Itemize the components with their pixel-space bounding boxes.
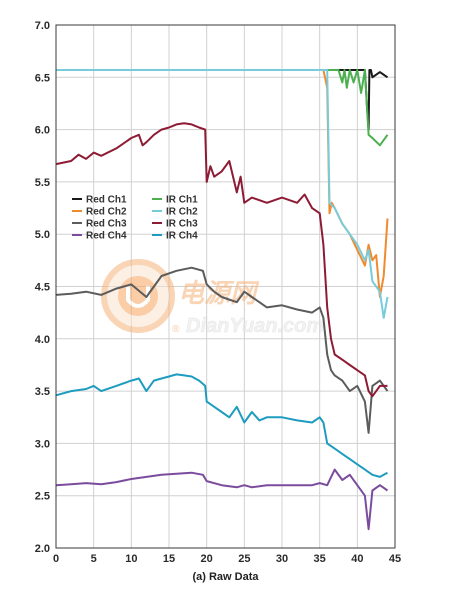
legend-label: Red Ch1 (86, 195, 127, 206)
y-tick-label: 2.5 (35, 491, 50, 503)
legend-label: IR Ch3 (166, 219, 198, 230)
x-tick-label: 30 (276, 553, 288, 565)
series-line-ir-ch3 (55, 122, 388, 398)
x-axis-label: (a) Raw Data (192, 571, 259, 583)
series-line-ir-ch2 (56, 69, 389, 319)
legend-label: Red Ch2 (86, 207, 127, 218)
watermark-logo (101, 259, 175, 333)
plot-frame (55, 24, 396, 549)
x-tick-label: 20 (201, 553, 213, 565)
y-tick-label: 4.5 (35, 282, 50, 294)
series-line-red-ch3 (55, 266, 389, 434)
legend-label: Red Ch3 (86, 219, 127, 230)
y-tick-label: 2.0 (35, 543, 50, 555)
x-tick-label: 35 (314, 553, 326, 565)
series-line-red-ch4 (55, 468, 389, 531)
series-line-ir-ch1 (56, 69, 389, 147)
x-tick-label: 10 (125, 553, 137, 565)
x-tick-label: 45 (389, 553, 401, 565)
y-tick-label: 6.5 (35, 72, 50, 84)
watermark-en-text: DianYuan.com (186, 315, 324, 337)
y-tick-label: 7.0 (35, 20, 50, 32)
legend-label: IR Ch4 (166, 231, 198, 242)
y-tick-label: 5.5 (35, 177, 50, 189)
legend-label: IR Ch2 (166, 207, 198, 218)
x-tick-label: 40 (351, 553, 363, 565)
watermark-registered-mark: ® (172, 324, 180, 335)
x-tick-label: 0 (53, 553, 59, 565)
series-line-ir-ch4 (55, 373, 388, 478)
series-group (55, 69, 389, 531)
y-tick-label: 5.0 (35, 229, 50, 241)
tick-labels: 0 5 10 15 20 25 30 35 40 45 2.0 2.5 3.0 3.5 4.0 4.5 5.0 5… (35, 20, 401, 565)
watermark: 电源网 ® DianYuan.com (101, 259, 324, 337)
y-tick-label: 6.0 (35, 125, 50, 137)
legend-label: IR Ch1 (166, 195, 198, 206)
x-tick-label: 25 (238, 553, 250, 565)
y-tick-label: 4.0 (35, 334, 50, 346)
x-tick-label: 5 (91, 553, 97, 565)
y-tick-label: 3.0 (35, 438, 50, 450)
x-tick-label: 15 (163, 553, 175, 565)
y-tick-label: 3.5 (35, 386, 50, 398)
series-line-red-ch1 (56, 69, 389, 131)
legend-label: Red Ch4 (86, 231, 127, 242)
